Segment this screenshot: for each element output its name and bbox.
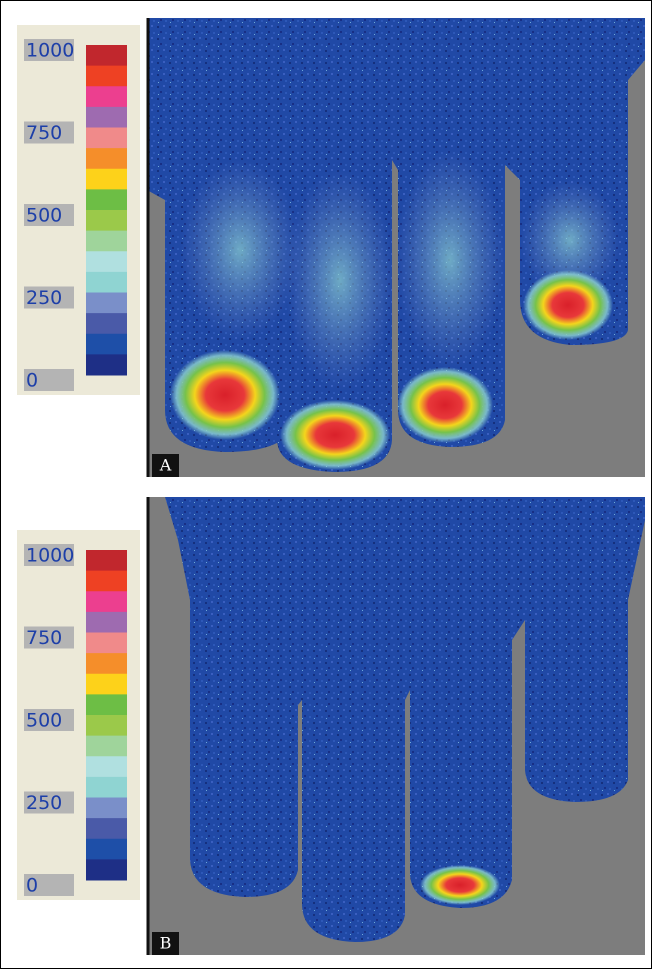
scale-color	[86, 653, 127, 674]
pressure-hotspot	[280, 400, 390, 470]
scale-color	[86, 798, 127, 819]
scale-tick-label: 1000	[26, 545, 74, 567]
page: 10007505002500A10007505002500B (() => { …	[0, 0, 652, 969]
scale-tick-label: 750	[26, 122, 62, 144]
pressure-hotspot	[170, 350, 280, 440]
scale-color	[86, 859, 127, 880]
scale-color	[86, 591, 127, 612]
scale-color	[86, 839, 127, 860]
scale-color	[86, 694, 127, 715]
scale-tick-label: 250	[26, 287, 62, 309]
scale-color	[86, 293, 127, 314]
scale-color	[86, 148, 127, 169]
scale-color	[86, 169, 127, 190]
panel-label: B	[160, 934, 172, 953]
scale-color	[86, 334, 127, 355]
scale-color	[86, 189, 127, 210]
scale-color	[86, 231, 127, 252]
scale-color	[86, 736, 127, 757]
panel: 1000 750 500 250 0 A	[17, 18, 645, 477]
scale-color	[86, 66, 127, 87]
scale-tick-label: 750	[26, 627, 62, 649]
scale-color	[86, 674, 127, 695]
scale-color	[86, 313, 127, 334]
scale-color	[86, 633, 127, 654]
pressure-haze	[285, 170, 395, 390]
scale-tick-label: 500	[26, 710, 62, 732]
pressure-haze	[395, 150, 505, 370]
scale-color	[86, 571, 127, 592]
scale-color	[86, 107, 127, 128]
panel-label: A	[159, 456, 172, 475]
scale-color	[86, 251, 127, 272]
scale-color	[86, 715, 127, 736]
scale-tick-label: 0	[26, 370, 38, 392]
scale-color	[86, 45, 127, 66]
scale-tick-label: 1000	[26, 40, 74, 62]
scale-color	[86, 272, 127, 293]
scale-color	[86, 354, 127, 375]
scale-tick-label: 0	[26, 875, 38, 897]
scale-color	[86, 550, 127, 571]
scale-color	[86, 612, 127, 633]
panel: 1000 750 500 250 0 B	[17, 497, 645, 955]
scale-tick-label: 250	[26, 792, 62, 814]
scale-tick-label: 500	[26, 205, 62, 227]
scale-color	[86, 128, 127, 149]
pressure-hotspot	[397, 367, 493, 443]
figure: 1000 750 500 250 0 A 1000 750 500 250 0 B	[0, 0, 652, 969]
pressure-hotspot	[523, 270, 613, 340]
scale-color	[86, 210, 127, 231]
scale-color	[86, 818, 127, 839]
pressure-hotspot	[420, 865, 500, 905]
scale-color	[86, 756, 127, 777]
scale-color	[86, 86, 127, 107]
scale-color	[86, 777, 127, 798]
pressure-haze	[180, 160, 300, 340]
